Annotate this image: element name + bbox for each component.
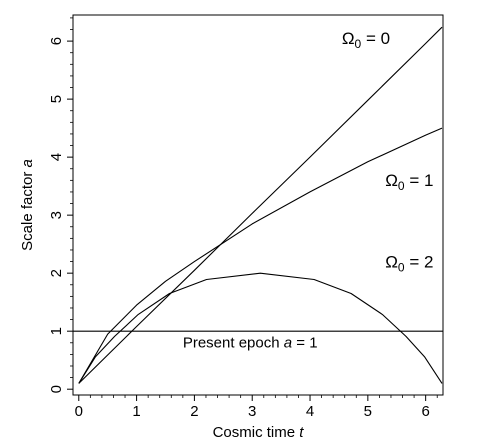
x-tick-label: 3	[248, 403, 256, 420]
series-omega-0-line	[78, 26, 443, 384]
annotation-layer: Ω0 = 0 Ω0 = 1 Ω0 = 2 Present epoch a = 1	[183, 29, 434, 351]
label-omega-0: Ω0 = 0	[342, 29, 390, 51]
y-tick-label: 0	[48, 385, 65, 393]
plot-frame	[72, 14, 444, 396]
x-tick-label: 0	[75, 403, 83, 420]
x-tick-label: 5	[364, 403, 372, 420]
y-tick-label: 1	[48, 327, 65, 335]
x-tick-label: 6	[421, 403, 429, 420]
label-present-epoch: Present epoch a = 1	[183, 334, 318, 351]
y-tick-label: 2	[48, 269, 65, 277]
y-tick-label: 6	[48, 37, 65, 45]
x-axis: 0 1 2 3 4 5 6	[75, 395, 438, 420]
label-omega-1: Ω0 = 1	[385, 171, 433, 193]
x-tick-label: 4	[306, 403, 314, 420]
label-omega-2: Ω0 = 2	[385, 252, 433, 274]
y-axis-label: Scale factor a	[19, 159, 36, 251]
y-axis: 0 1 2 3 4 5 6	[48, 17, 73, 393]
y-tick-label: 3	[48, 211, 65, 219]
x-axis-label: Cosmic time t	[213, 424, 305, 441]
x-tick-label: 2	[190, 403, 198, 420]
series-omega-1-line	[78, 127, 443, 384]
x-tick-label: 1	[132, 403, 140, 420]
series-layer	[73, 26, 443, 384]
y-tick-label: 4	[48, 153, 65, 161]
y-tick-label: 5	[48, 95, 65, 103]
series-omega-2-line	[78, 272, 443, 384]
plot-area: Ω0 = 0 Ω0 = 1 Ω0 = 2 Present epoch a = 1	[72, 14, 444, 396]
